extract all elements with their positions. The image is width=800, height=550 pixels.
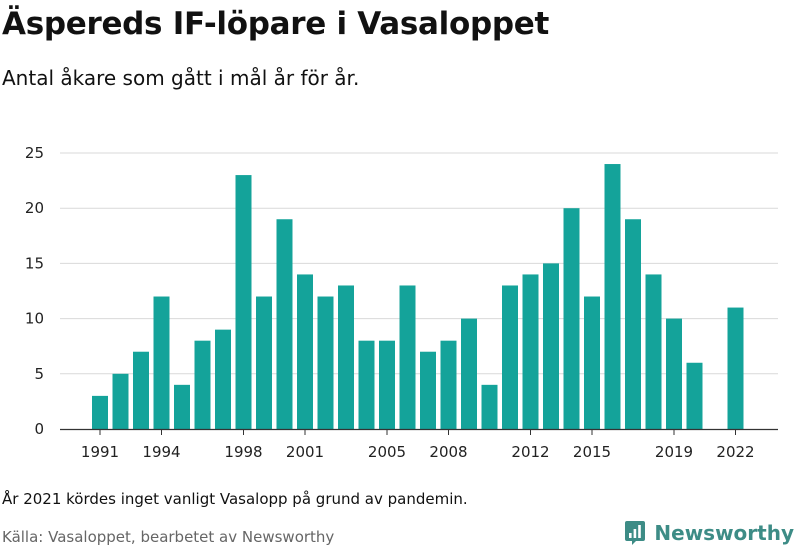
- chart-subtitle: Antal åkare som gått i mål år för år.: [2, 66, 360, 90]
- chart-footnote: År 2021 kördes inget vanligt Vasalopp på…: [2, 490, 468, 508]
- bar-1993: [133, 351, 149, 429]
- bar-2009: [461, 318, 477, 429]
- y-tick-label: 10: [25, 310, 44, 328]
- bar-1997: [215, 329, 231, 429]
- y-tick-label: 20: [25, 199, 44, 217]
- newsworthy-logo: Newsworthy: [624, 520, 794, 546]
- x-tick-label: 2015: [573, 443, 611, 461]
- bar-2007: [420, 351, 436, 429]
- bar-2015: [584, 296, 600, 429]
- bar-2010: [481, 384, 498, 429]
- bar-2018: [645, 274, 662, 429]
- bar-2017: [625, 219, 641, 429]
- bar-2002: [317, 296, 334, 429]
- x-tick-label: 1991: [81, 443, 119, 461]
- y-tick-label: 15: [25, 254, 44, 272]
- bar-2022: [727, 307, 744, 429]
- bar-2003: [338, 285, 354, 429]
- x-tick-label: 2008: [429, 443, 467, 461]
- x-tick-label: 2022: [716, 443, 754, 461]
- bar-2000: [276, 219, 293, 429]
- bar-1991: [92, 395, 108, 429]
- newsworthy-logo-text: Newsworthy: [654, 521, 794, 545]
- chart-source: Källa: Vasaloppet, bearbetet av Newswort…: [2, 528, 335, 546]
- bar-chart: 0 5 10 15 20 25 1991 1994 1998 2001 2005 2008 2012 20…: [25, 144, 778, 461]
- bar-2011: [502, 285, 518, 429]
- bar-2016: [604, 164, 621, 430]
- bar-1996: [194, 340, 211, 429]
- x-tick-label: 2019: [655, 443, 693, 461]
- bar-2013: [543, 263, 559, 429]
- bar-2006: [399, 285, 416, 429]
- y-tick-label: 5: [34, 365, 44, 383]
- x-tick-label: 1994: [142, 443, 180, 461]
- x-tick-label: 2005: [368, 443, 406, 461]
- bar-2005: [379, 340, 395, 429]
- chart-title: Äspereds IF-löpare i Vasaloppet: [2, 6, 550, 42]
- bar-2014: [563, 208, 580, 429]
- bar-2004: [358, 340, 375, 429]
- y-tick-label: 25: [25, 144, 44, 162]
- bar-2001: [297, 274, 313, 429]
- bar-1998: [235, 175, 252, 429]
- x-tick-label: 2012: [511, 443, 549, 461]
- bar-1992: [112, 373, 129, 429]
- x-tick-label: 1998: [224, 443, 262, 461]
- newsworthy-logo-icon: [625, 521, 646, 545]
- bar-2012: [522, 274, 539, 429]
- y-tick-label: 0: [34, 420, 44, 438]
- bar-2019: [666, 318, 682, 429]
- bar-1999: [256, 296, 272, 429]
- bar-2008: [440, 340, 457, 429]
- bar-2020: [686, 362, 703, 429]
- x-tick-label: 2001: [286, 443, 324, 461]
- bar-1995: [174, 384, 190, 429]
- bar-1994: [153, 296, 170, 429]
